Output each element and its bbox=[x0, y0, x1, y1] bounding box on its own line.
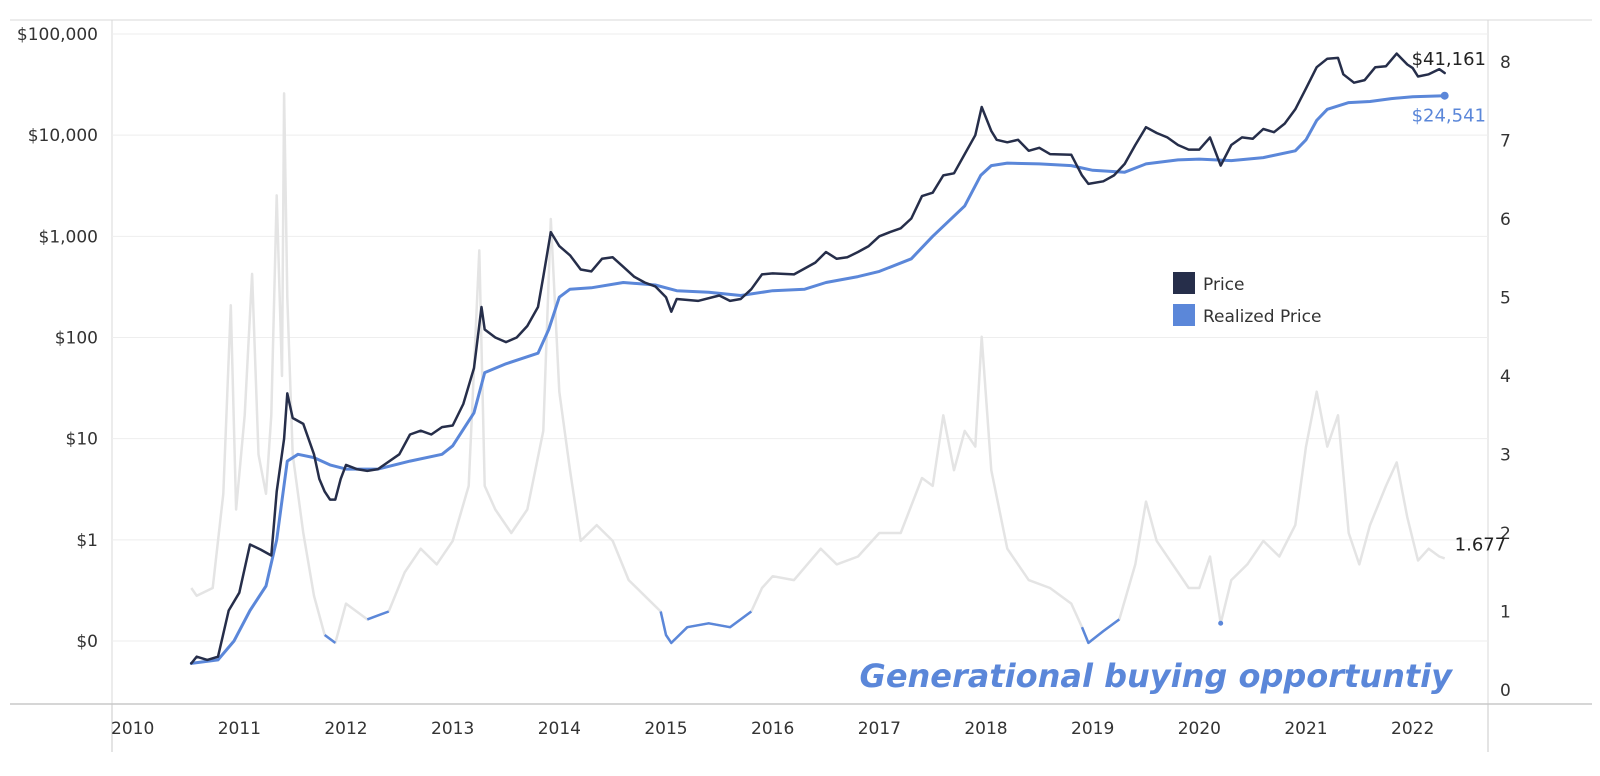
ratio-undervalued-segment bbox=[323, 633, 337, 644]
price-line bbox=[190, 52, 1446, 665]
y-right-tick-label: 7 bbox=[1500, 132, 1511, 152]
y-left-tick-label: $10,000 bbox=[28, 126, 98, 146]
x-tick-label: 2015 bbox=[644, 719, 687, 739]
ratio-series-group bbox=[190, 92, 1446, 645]
realized-price-series-group bbox=[189, 94, 1447, 665]
y-right-tick-label: 5 bbox=[1500, 289, 1511, 309]
ratio-last-value-label: 1.677 bbox=[1455, 534, 1507, 555]
ratio-undervalued-segment bbox=[659, 610, 753, 645]
x-tick-label: 2016 bbox=[751, 719, 794, 739]
x-tick-label: 2017 bbox=[858, 719, 901, 739]
y-left-tick-label: $100 bbox=[55, 329, 98, 349]
price-series-group bbox=[190, 52, 1446, 665]
y-right-tick-label: 4 bbox=[1500, 367, 1511, 387]
headline-annotation: Generational buying opportuntiy bbox=[860, 657, 1454, 695]
x-tick-label: 2012 bbox=[324, 719, 367, 739]
gridlines bbox=[112, 33, 1488, 642]
x-tick-label: 2022 bbox=[1391, 719, 1434, 739]
y-right-tick-label: 1 bbox=[1500, 603, 1511, 623]
legend-swatch-realized-price bbox=[1173, 304, 1195, 326]
x-tick-labels: 2010 2011 2012 2013 2014 2015 2016 2017 2018 2019… bbox=[111, 719, 1434, 739]
realized-price-line bbox=[189, 94, 1447, 665]
realized-price-last-value-label: $24,541 bbox=[1412, 106, 1486, 127]
x-tick-label: 2020 bbox=[1178, 719, 1221, 739]
y-left-tick-label: $1,000 bbox=[39, 227, 98, 247]
ratio-undervalued-point bbox=[1218, 620, 1224, 626]
y-right-tick-label: 3 bbox=[1500, 446, 1511, 466]
x-tick-label: 2014 bbox=[538, 719, 581, 739]
x-tick-label: 2018 bbox=[964, 719, 1007, 739]
y-left-tick-label: $1 bbox=[76, 531, 98, 551]
right-tick-labels: 8 7 6 5 4 3 2 1 0 bbox=[1500, 53, 1511, 701]
y-right-tick-label: 0 bbox=[1500, 681, 1511, 701]
x-tick-label: 2013 bbox=[431, 719, 474, 739]
ratio-undervalued-segment bbox=[366, 610, 390, 621]
legend-label-price: Price bbox=[1203, 275, 1244, 295]
price-last-value-label: $41,161 bbox=[1412, 49, 1486, 70]
y-left-tick-label: $100,000 bbox=[17, 25, 98, 45]
x-tick-label: 2010 bbox=[111, 719, 154, 739]
y-left-tick-label: $0 bbox=[76, 632, 98, 652]
ratio-undervalued-segment bbox=[1080, 618, 1121, 645]
x-tick-label: 2011 bbox=[218, 719, 261, 739]
y-right-tick-label: 8 bbox=[1500, 53, 1511, 73]
left-tick-labels: $100,000 $10,000 $1,000 $100 $10 $1 $0 bbox=[17, 25, 98, 652]
x-tick-label: 2019 bbox=[1071, 719, 1114, 739]
y-right-tick-label: 6 bbox=[1500, 210, 1511, 230]
x-tick-label: 2021 bbox=[1284, 719, 1327, 739]
ratio-series-line bbox=[190, 92, 1446, 645]
legend: Price Realized Price bbox=[1173, 272, 1321, 327]
y-left-tick-label: $10 bbox=[66, 430, 98, 450]
legend-label-realized-price: Realized Price bbox=[1203, 307, 1321, 327]
realized-price-end-marker bbox=[1440, 91, 1449, 100]
legend-swatch-price bbox=[1173, 272, 1195, 294]
y-right-tick-label: 2 bbox=[1500, 524, 1511, 544]
